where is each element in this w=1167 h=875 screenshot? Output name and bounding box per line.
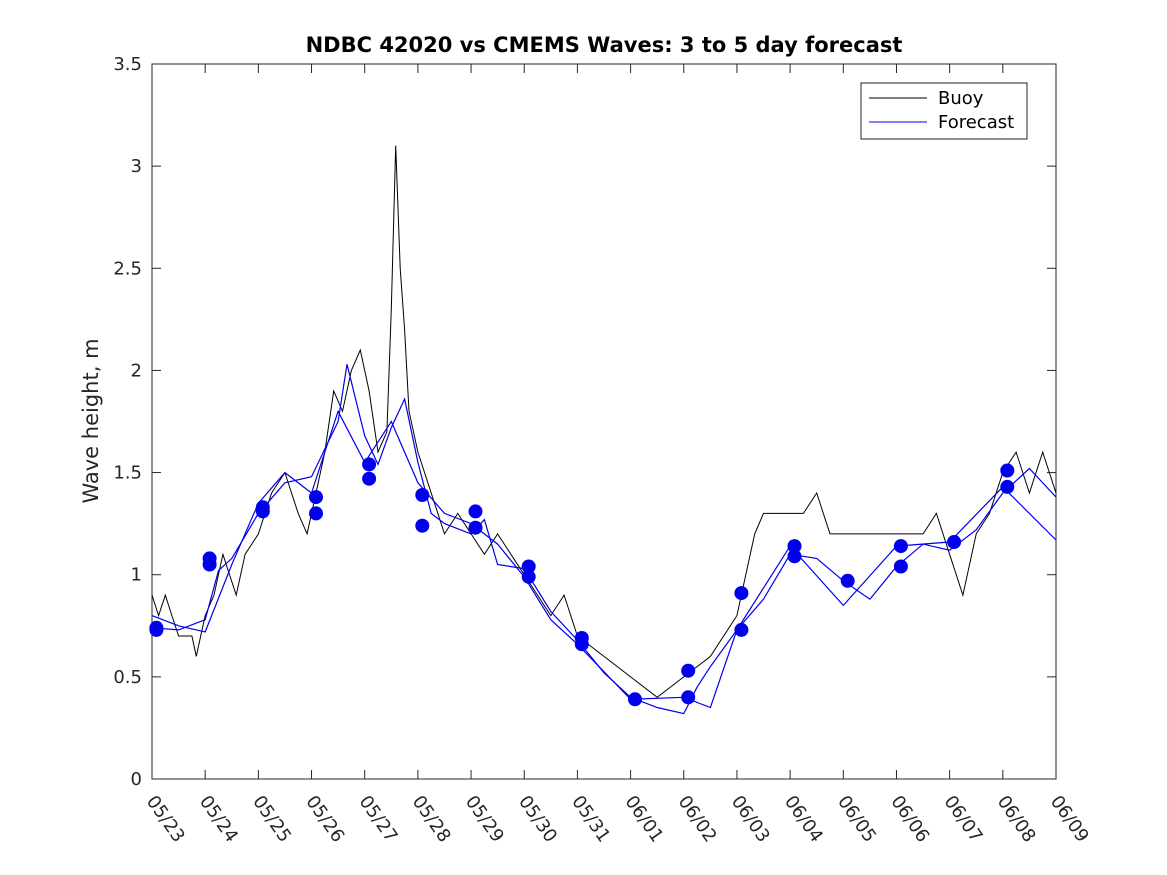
series-layer [151,145,1057,715]
forecast-marker [202,557,217,572]
y-tick-label: 2.5 [113,258,142,279]
forecast-marker [840,573,855,588]
forecast-marker [734,622,749,637]
legend-label-forecast: Forecast [938,112,1014,133]
forecast-marker [574,637,589,652]
y-tick-label: 1 [131,565,142,586]
plot-area: 00.511.522.533.5 05/23 05/24 05/25 05/26 05/… [113,54,1093,846]
forecast-marker [628,692,642,707]
forecast-marker [681,690,696,705]
forecast-marker [1000,463,1015,478]
forecast-marker [787,549,802,564]
legend: Buoy Forecast [860,82,1028,140]
y-ticks: 0 0.5 1 1.5 2 2.5 3 3.5 [113,54,1056,790]
y-tick-label: 3.5 [113,54,142,75]
chart-title: NDBC 42020 vs CMEMS Waves: 3 to 5 day fo… [306,33,903,57]
forecast-marker [468,504,483,519]
forecast-marker [415,518,430,533]
y-tick-label: 1.5 [113,463,142,484]
forecast-marker [362,457,377,472]
forecast-marker [521,569,536,584]
forecast-marker [309,490,323,505]
forecast-marker [947,535,962,549]
forecast-marker [415,488,430,502]
forecast-marker [681,663,696,678]
y-tick-label: 0.5 [113,667,142,688]
y-axis-label: Wave height, m [79,338,103,503]
plot-frame [151,63,1057,780]
legend-box [860,82,1028,140]
y-tick-label: 3 [131,156,142,177]
series-line-0 [151,145,1057,698]
forecast-marker [468,520,483,535]
forecast-marker [893,559,908,574]
series-line-2 [151,409,1057,709]
forecast-marker [521,559,536,574]
forecast-marker [309,506,323,521]
y-tick-label: 0 [131,769,142,790]
forecast-marker [893,539,908,554]
forecast-marker [734,586,749,601]
forecast-marker [787,539,802,554]
forecast-marker [1000,479,1015,494]
legend-label-buoy: Buoy [938,88,984,109]
forecast-marker [149,622,164,637]
y-tick-label: 2 [131,360,142,381]
forecast-marker [255,504,270,519]
forecast-marker [362,471,377,486]
series-line-1 [151,364,1057,715]
marker-layer [149,457,1015,707]
